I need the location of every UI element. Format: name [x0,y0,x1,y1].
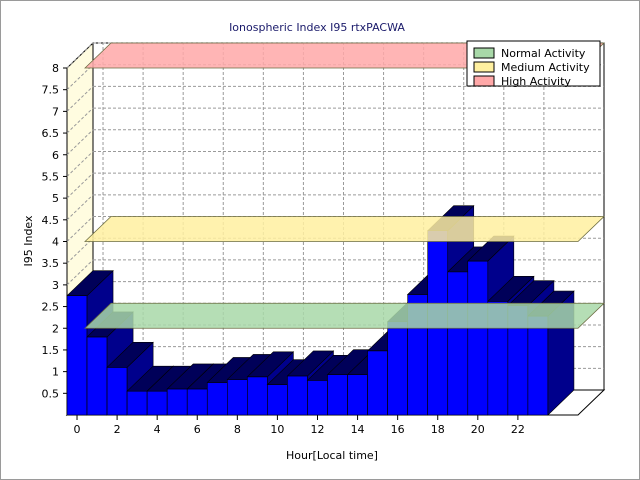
bar-front [146,390,168,416]
y-axis-label: I95 Index [22,215,35,267]
bar-top [487,276,535,302]
y-ticks: 0.5 1 1.5 2 2.5 3 3.5 4 4.5 5 5.5 6 6.5 7 7.5 8 [42,62,67,400]
bar-front [447,271,469,416]
y-tick-label: 8 [52,62,59,75]
x-tick-label: 16 [391,423,405,436]
y-tick-label: 0.5 [42,387,60,400]
bar-front [287,375,308,416]
bar-front [367,350,388,416]
bar-front [267,384,288,416]
gridline-y-wall [66,64,94,91]
x-tick-label: 4 [154,423,161,436]
x-tick-label: 0 [74,423,81,436]
y-tick-label: 6.5 [42,127,60,140]
y-tick-label: 2 [52,322,59,335]
bar-top [66,270,114,297]
y-tick-label: 1 [52,366,59,379]
x-axis-label: Hour[Local time] [286,449,378,462]
x-ticks: 0 2 4 6 8 10 12 14 16 18 20 22 [74,415,525,436]
x-tick-label: 22 [511,423,525,436]
x-tick-label: 12 [310,423,324,436]
y-tick-label: 4 [52,236,59,249]
y-tick-label: 6 [52,149,59,162]
gridline-y-wall [66,151,94,177]
bar-front [106,366,128,416]
x-tick-label: 10 [270,423,284,436]
y-tick-label: 1.5 [42,344,60,357]
chart-title: Ionospheric Index I95 rtxPACWA [229,21,405,34]
bar-front [247,376,268,416]
bar-front [307,379,328,416]
bar-front [186,388,208,416]
y-tick-label: 4.5 [42,214,60,227]
legend-swatch [473,75,495,87]
x-tick-label: 18 [431,423,445,436]
x-tick-label: 8 [234,423,241,436]
bar-top [106,341,154,368]
legend-label: Normal Activity [501,47,586,60]
bands-layer [84,42,605,329]
gridline-y-wall [66,259,94,286]
legend-swatch [473,61,495,73]
bar-front [126,390,148,416]
y-tick-label: 2.5 [42,301,60,314]
gridline-y-wall [66,216,94,242]
activity-band [84,216,605,242]
bar-front [86,336,108,416]
gridline-y-wall [66,86,94,112]
bar-front [387,321,408,416]
bar-front [467,260,489,416]
gridline-y-wall [66,107,94,134]
bar-front [527,315,549,416]
y-tick-label: 3 [52,279,59,292]
bar-front [66,295,88,416]
x-tick-label: 14 [351,423,365,436]
gridline-y-wall [66,237,94,264]
gridline-y-wall [66,42,94,69]
gridline-y-wall [66,129,94,156]
x-tick-label: 2 [114,423,121,436]
y-tick-label: 5.5 [42,170,60,183]
bar-front [347,374,368,416]
y-tick-label: 5 [52,192,59,205]
x-tick-label: 20 [471,423,485,436]
bar-top [286,350,335,377]
y-tick-label: 7.5 [42,84,60,97]
legend-swatch [473,47,495,59]
bar-top [246,351,295,378]
bar-front [166,388,188,416]
y-tick-label: 7 [52,105,59,118]
y-tick-label: 3.5 [42,257,60,270]
gridline-y-wall [66,194,94,221]
legend-label: Medium Activity [501,61,590,74]
bar-front [206,382,228,416]
bar-front [227,379,248,416]
bar-front [327,374,348,416]
legend-label: High Activity [501,75,571,88]
activity-band [84,302,605,329]
x-tick-label: 6 [194,423,201,436]
gridline-y-wall [66,172,94,199]
